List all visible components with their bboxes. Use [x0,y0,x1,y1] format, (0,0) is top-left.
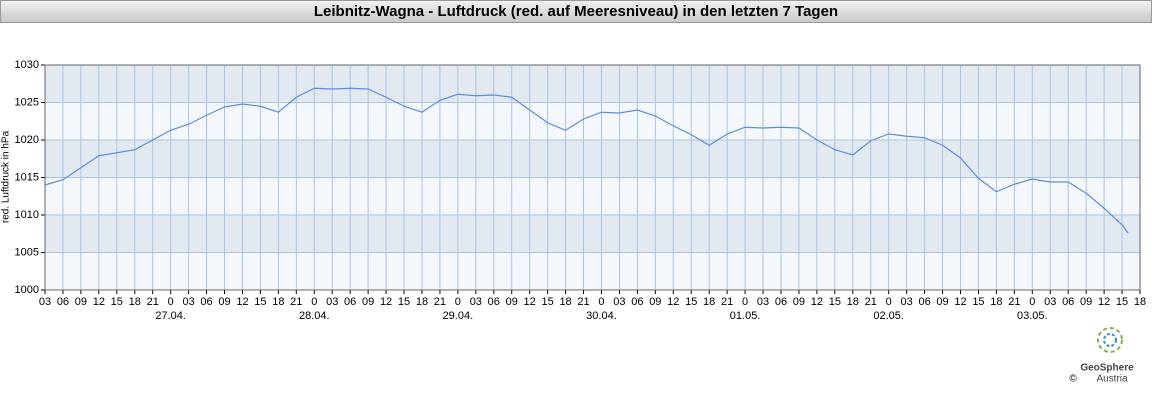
y-tick-label: 1025 [15,96,39,108]
x-tick-label: 03 [182,296,194,308]
date-label: 03.05. [1017,310,1048,322]
x-tick-label: 18 [559,296,571,308]
x-tick-label: 21 [865,296,877,308]
chart-title: Leibnitz-Wagna - Luftdruck (red. auf Mee… [314,3,838,20]
x-tick-label: 12 [954,296,966,308]
x-tick-label: 18 [847,296,859,308]
x-tick-label: 21 [577,296,589,308]
x-tick-label: 15 [111,296,123,308]
x-tick-label: 06 [57,296,69,308]
x-tick-label: 18 [416,296,428,308]
x-tick-label: 03 [326,296,338,308]
x-tick-label: 21 [1008,296,1020,308]
x-tick-label: 15 [972,296,984,308]
x-tick-label: 09 [793,296,805,308]
x-tick-label: 06 [200,296,212,308]
grid-band [45,140,1140,178]
x-tick-label: 12 [667,296,679,308]
logo: GeoSphere Austria © [1069,327,1134,385]
x-tick-label: 09 [506,296,518,308]
x-tick-label: 03 [1044,296,1056,308]
logo-mark [1097,327,1123,353]
x-tick-label: 06 [344,296,356,308]
x-tick-label: 18 [1134,296,1146,308]
x-tick-label: 09 [936,296,948,308]
plot-area: 03 06 09 12 15 18 21 0 03 06 09 12 15 18 21 0 03 06 09 12 15… [15,59,1147,322]
x-tick-label: 12 [811,296,823,308]
x-tick-label: 21 [434,296,446,308]
x-tick-label: 09 [362,296,374,308]
x-tick-label: 0 [311,296,317,308]
x-tick-label: 06 [775,296,787,308]
date-label: 30.04. [586,310,617,322]
logo-sub: Austria [1096,374,1128,385]
x-tick-label: 12 [380,296,392,308]
x-tick-label: 12 [93,296,105,308]
x-tick-label: 0 [1029,296,1035,308]
date-label: 02.05. [873,310,904,322]
x-tick-label: 18 [703,296,715,308]
x-tick-label: 15 [398,296,410,308]
x-tick-label: 03 [39,296,51,308]
date-label: 29.04. [443,310,474,322]
x-tick-label: 18 [990,296,1002,308]
y-tick-label: 1020 [15,134,39,146]
x-tick-label: 06 [631,296,643,308]
x-tick-label: 15 [254,296,266,308]
y-tick-label: 1010 [15,209,39,221]
data-line [44,87,1129,234]
x-tick-label: 15 [829,296,841,308]
y-tick-label: 1030 [15,59,39,71]
y-tick-label: 1000 [15,284,39,296]
x-tick-label: 0 [455,296,461,308]
x-tick-label: 06 [488,296,500,308]
x-tick-label: 0 [168,296,174,308]
x-tick-label: 09 [218,296,230,308]
y-tick-label: 1015 [15,171,39,183]
y-tick-label: 1005 [15,246,39,258]
copyright: © [1069,374,1077,385]
x-tick-label: 0 [886,296,892,308]
x-tick-label: 15 [685,296,697,308]
x-tick-label: 15 [541,296,553,308]
grid-band [45,215,1140,253]
x-tick-label: 03 [901,296,913,308]
x-tick-label: 21 [721,296,733,308]
x-tick-label: 06 [1062,296,1074,308]
x-tick-label: 09 [649,296,661,308]
y-axis-label: red. Luftdruck in hPa [1,130,12,223]
x-tick-label: 0 [742,296,748,308]
x-tick-label: 03 [470,296,482,308]
x-tick-label: 12 [1098,296,1110,308]
x-tick-label: 15 [1116,296,1128,308]
date-label: 28.04. [299,310,330,322]
plot-frame [44,64,1141,291]
x-tick-label: 21 [147,296,159,308]
x-tick-label: 18 [272,296,284,308]
date-label: 01.05. [730,310,761,322]
x-tick-label: 21 [290,296,302,308]
x-tick-label: 12 [524,296,536,308]
x-tick-label: 03 [613,296,625,308]
x-tick-label: 18 [129,296,141,308]
logo-mark [1103,333,1117,347]
x-tick-label: 09 [1080,296,1092,308]
x-tick-label: 09 [75,296,87,308]
grid-band [45,65,1140,103]
x-tick-label: 06 [918,296,930,308]
x-tick-label: 03 [757,296,769,308]
x-tick-label: 12 [236,296,248,308]
x-tick-label: 0 [598,296,604,308]
logo-name: GeoSphere [1080,363,1134,374]
date-label: 27.04. [155,310,186,322]
